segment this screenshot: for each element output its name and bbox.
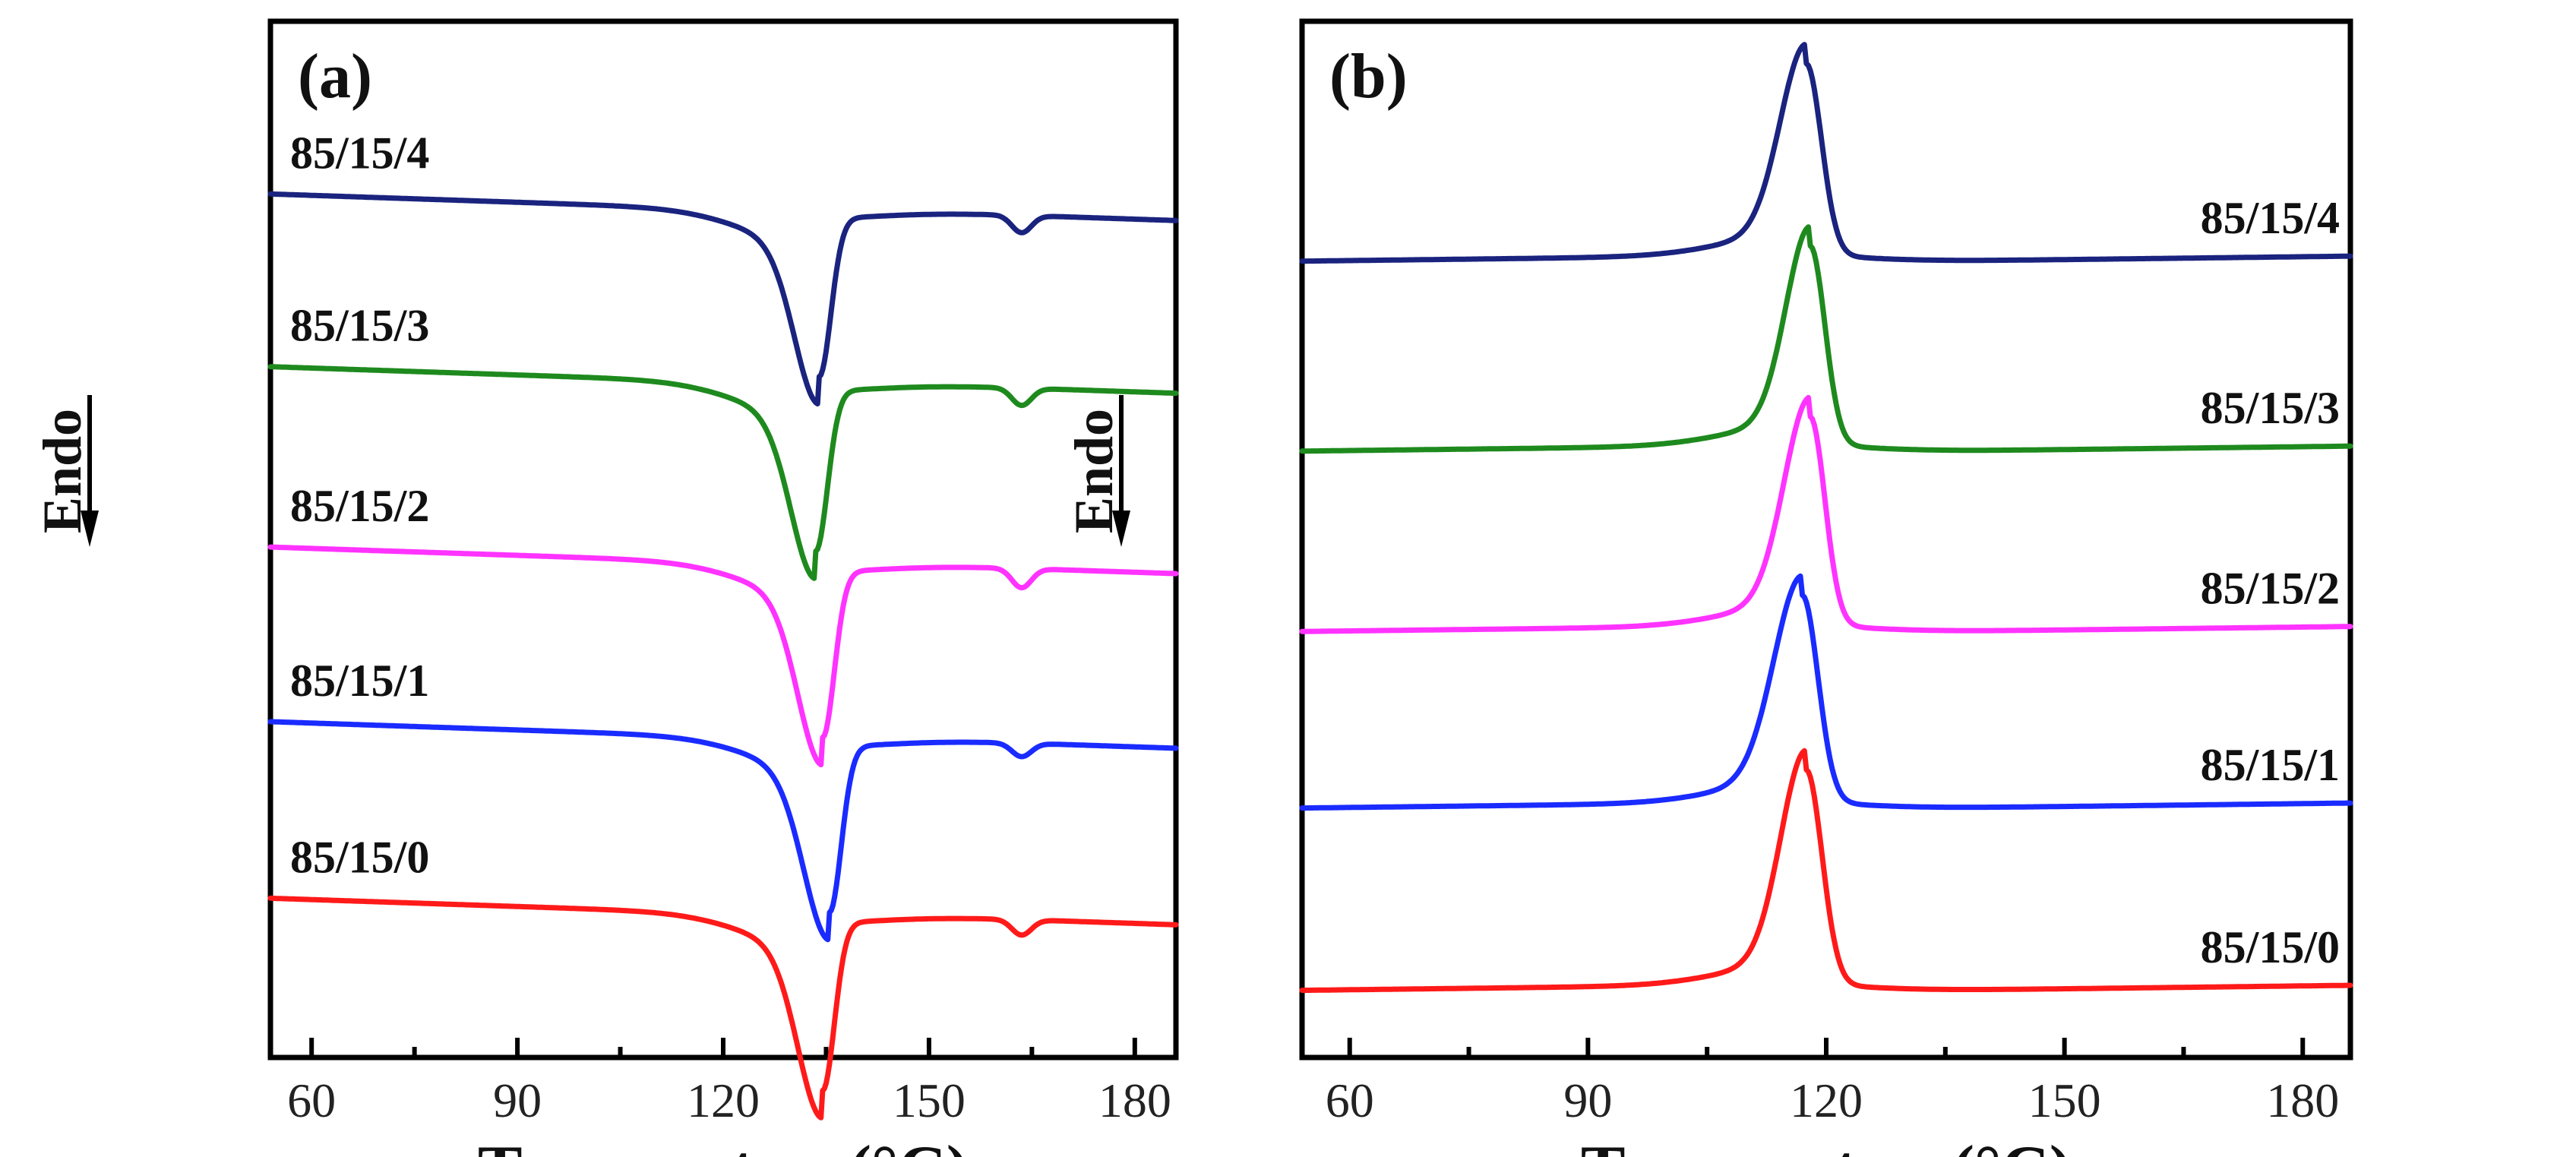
x-tick-label: 90	[493, 1073, 542, 1127]
panel-label: (a)	[298, 41, 372, 112]
series-label: 85/15/0	[290, 832, 429, 882]
x-axis-title: Temperature(°C)	[478, 1133, 969, 1157]
panel-label: (b)	[1329, 41, 1408, 112]
series-line	[1299, 224, 2353, 454]
x-tick-label: 120	[687, 1073, 760, 1127]
x-tick-label: 120	[1790, 1073, 1863, 1127]
panel-a-melting-curves: 6090120150180Temperature(°C)Endo(a)85/15…	[32, 18, 1179, 1157]
x-tick-label: 150	[2028, 1073, 2101, 1127]
x-tick-label: 180	[1098, 1073, 1171, 1127]
series-label: 85/15/4	[290, 128, 429, 178]
series-label: 85/15/1	[2201, 740, 2340, 790]
series-line	[1299, 573, 2353, 811]
x-tick-label: 60	[1326, 1073, 1374, 1127]
series-line	[267, 191, 1179, 407]
series-line	[267, 364, 1179, 581]
series-label: 85/15/3	[2201, 383, 2340, 433]
series-label: 85/15/2	[2201, 564, 2340, 614]
endo-arrow-head	[81, 511, 99, 547]
series-line	[267, 895, 1179, 1121]
panel-b-crystallization-curves: 6090120150180Temperature(°C)Endo(b)85/15…	[1064, 18, 2353, 1157]
series-label: 85/15/1	[290, 656, 429, 706]
series-line	[1299, 394, 2353, 634]
endo-arrow-head	[1112, 511, 1130, 547]
series-line	[267, 719, 1179, 943]
x-tick-label: 60	[287, 1073, 336, 1127]
series-line	[1299, 42, 2353, 264]
series-line	[1299, 748, 2353, 994]
x-tick-label: 180	[2266, 1073, 2339, 1127]
x-axis-title: Temperature(°C)	[1581, 1133, 2072, 1157]
x-tick-label: 90	[1563, 1073, 1612, 1127]
series-label: 85/15/3	[290, 301, 429, 351]
series-label: 85/15/0	[2201, 922, 2340, 972]
series-label: 85/15/2	[290, 481, 429, 531]
x-tick-label: 150	[893, 1073, 966, 1127]
series-label: 85/15/4	[2201, 193, 2340, 243]
series-line	[267, 544, 1179, 768]
